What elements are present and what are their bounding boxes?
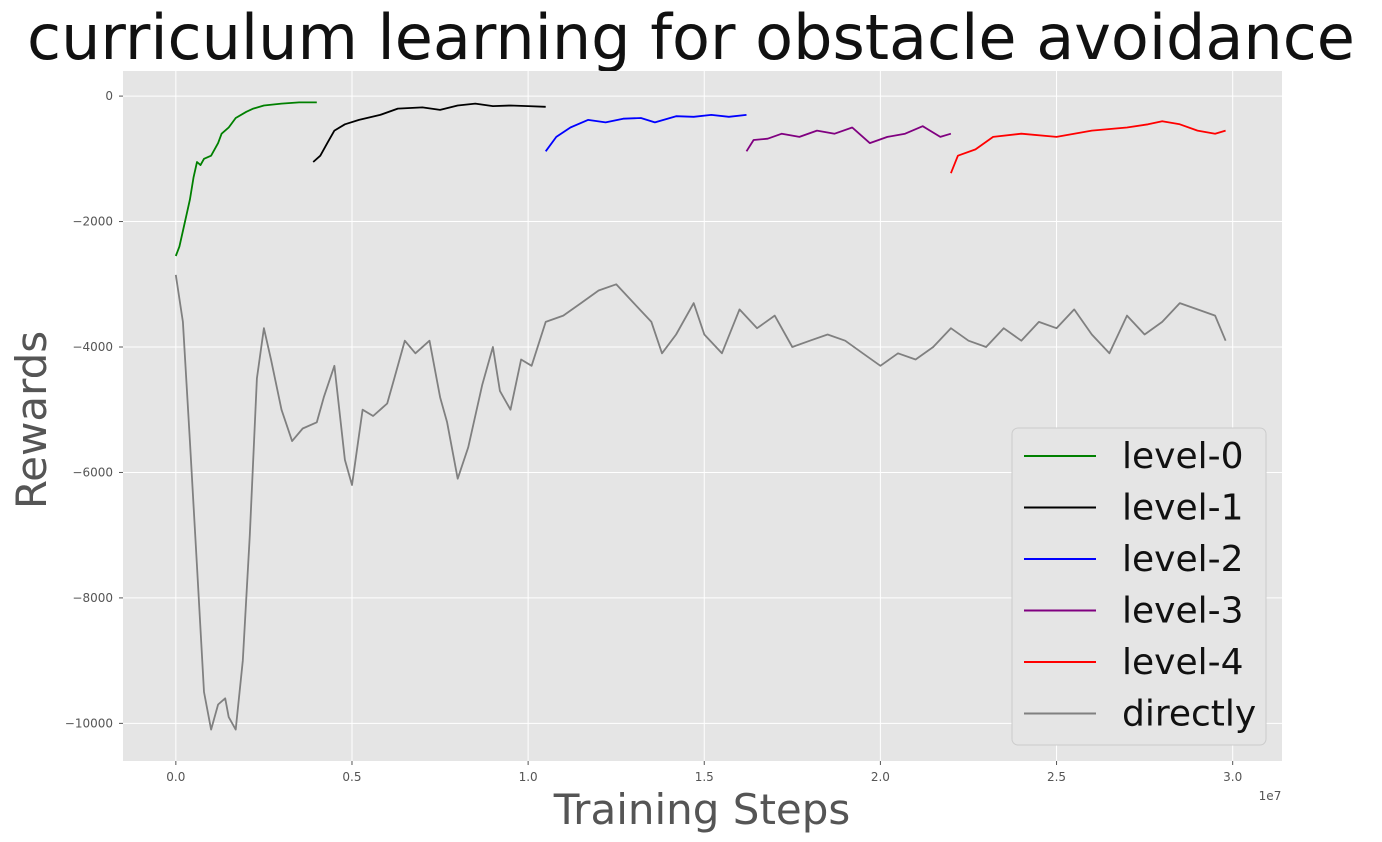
y-tick-label: −6000 [72, 465, 113, 479]
x-tick-label: 3.0 [1223, 770, 1242, 784]
x-offset-label: 1e7 [1259, 789, 1282, 803]
legend-label-level-3: level-3 [1122, 591, 1244, 632]
y-axis-label: Rewards [7, 331, 56, 509]
x-tick-label: 2.0 [871, 770, 890, 784]
x-tick-label: 0.5 [342, 770, 361, 784]
series-line-level-4 [950, 120, 1226, 174]
series-line-level-2 [544, 114, 747, 152]
series-line-directly [174, 274, 1227, 731]
y-tick-label: 0 [105, 89, 113, 103]
x-tick-label: 1.0 [519, 770, 538, 784]
series-line-level-0 [174, 101, 317, 257]
series-lines [174, 101, 1227, 731]
x-tick-label: 2.5 [1047, 770, 1066, 784]
x-tick-label: 0.0 [166, 770, 185, 784]
legend-label-level-4: level-4 [1122, 642, 1244, 683]
legend: level-0 level-1 level-2 level-3 level-4 direc… [1011, 427, 1267, 746]
x-axis-label: Training Steps [553, 785, 851, 834]
y-tick-label: −10000 [65, 716, 113, 730]
chart-title: curriculum learning for obstacle avoidan… [27, 1, 1355, 74]
legend-label-level-1: level-1 [1122, 488, 1244, 529]
legend-label-level-0: level-0 [1122, 436, 1244, 477]
y-tick-label: −4000 [72, 340, 113, 354]
y-tick-label: −2000 [72, 215, 113, 229]
series-line-level-1 [312, 102, 546, 163]
x-tick-label: 1.5 [695, 770, 714, 784]
y-tick-label: −8000 [72, 591, 113, 605]
tick-labels: 0.0 0.5 1.0 1.5 2.0 2.5 3.0 0 −2000 −4000 −6000 −80… [65, 89, 1242, 784]
series-line-level-3 [745, 125, 952, 152]
legend-label-level-2: level-2 [1122, 539, 1244, 580]
legend-label-directly: directly [1122, 694, 1256, 735]
